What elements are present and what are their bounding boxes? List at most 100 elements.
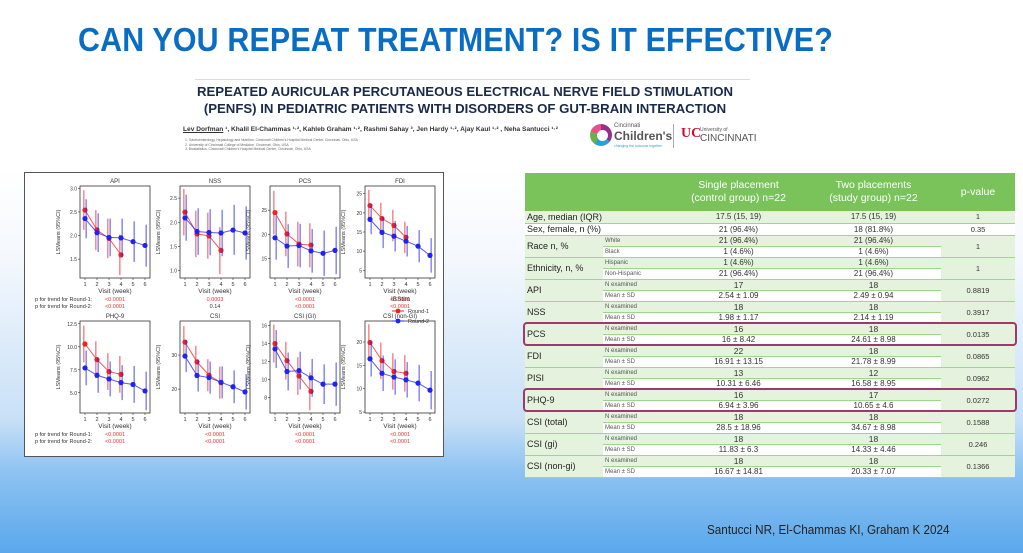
header-study-line2: (study group) n=22 [829,192,918,204]
study-value: 34.67 ± 8.98 [806,422,941,434]
legend-round-2-marker [395,318,401,324]
y-tick-label: 10 [261,378,267,384]
panel-title: NSS [209,179,221,185]
row-variable: FDI [525,345,603,368]
x-tick-label: 5 [131,282,134,288]
round-2-point [308,375,314,381]
y-tick-label: 16 [261,324,267,330]
y-tick-label: 8 [264,396,267,402]
round-1-line [274,343,312,392]
table-row: Age, median (IQR) 17.5 (15, 19) 17.5 (15, … [525,211,1015,224]
round-2-point [284,368,290,375]
table-row: CSI (total) N examined 18 18 0.1588 [525,411,1015,434]
round-2-point [94,372,100,378]
p-trend-round-1: <0.0001 [105,432,125,438]
table-row: Mean ± SD 11.83 ± 6.3 14.33 ± 4.46 [525,444,1015,456]
y-tick-label: 20 [356,340,362,346]
x-tick-label: 1 [83,282,86,288]
y-tick-label: 15 [261,257,267,263]
panel-title: API [110,179,120,185]
x-tick-label: 2 [285,282,288,288]
cc-logo-text: Cincinnati [614,123,641,129]
row-variable: Age, median (IQR) [525,211,671,224]
table-row: Mean ± SD 2.54 ± 1.09 2.49 ± 0.94 [525,290,1015,302]
study-value: 14.33 ± 4.46 [806,444,941,456]
x-tick-label: 1 [83,417,86,423]
row-variable: PHQ-9 [525,389,603,412]
plot-area [269,320,341,414]
poster-title-line-2: (PENFS) IN PEDIATRIC PATIENTS WITH DISOR… [203,101,727,116]
x-tick-label: 2 [195,417,198,423]
round-1-line [274,212,312,246]
p-trend-label-round-2: p for trend for Round-2: [35,304,93,310]
y-tick-label: 10 [356,387,362,393]
round-2-point [367,216,373,222]
x-tick-label: 6 [428,417,431,423]
study-value: 12 [806,367,941,379]
row-variable: NSS [525,301,603,324]
round-2-point [142,242,148,249]
x-tick-label: 3 [392,417,395,423]
round-1-line [184,341,222,384]
institution-logos: Cincinnati Children's changing the outco… [585,120,775,154]
x-axis-label: Visit (week) [198,423,231,430]
control-value: 21 (96.4%) [671,268,806,280]
header-study-line1: Two placements [835,179,912,191]
control-value: 11.83 ± 6.3 [671,444,806,456]
row-sublabel: Mean ± SD [603,334,671,346]
row-sublabel: Black [603,246,671,258]
x-tick-label: 2 [285,417,288,423]
table-row: NSS N examined 18 18 0.3917 [525,301,1015,324]
legend-round-1-marker [395,308,401,314]
control-value: 16 ± 8.42 [671,334,806,346]
x-tick-label: 4 [404,282,407,288]
study-value: 1 (4.6%) [806,246,941,258]
x-tick-label: 5 [416,417,419,423]
round-2-point [118,235,124,241]
p-trend-round-1: <0.0001 [295,297,315,303]
y-axis-label: LSMeans (95%CI) [341,209,347,254]
panel-title: CSI [210,314,220,320]
round-2-point [284,243,290,249]
round-2-point [182,353,188,359]
x-axis-label: Visit (week) [383,423,416,430]
x-tick-label: 6 [143,282,146,288]
poster-title: REPEATED AURICULAR PERCUTANEOUS ELECTRIC… [175,83,755,117]
round-2-point [130,381,136,388]
x-tick-label: 2 [380,282,383,288]
p-trend-round-1: <0.0001 [390,297,410,303]
p-value: 0.0135 [941,323,1015,346]
control-value: 18 [671,455,806,467]
round-2-point [272,346,278,352]
round-2-point [272,235,278,241]
round-2-point [130,239,136,245]
x-tick-label: 4 [219,282,222,288]
round-2-point [296,242,302,249]
p-trend-round-1: 0.0003 [207,297,224,303]
round-2-point [242,230,248,236]
study-value: 21 (96.4%) [806,235,941,247]
round-2-point [242,389,248,395]
study-value: 24.61 ± 8.98 [806,334,941,346]
citation: Santucci NR, El-Chammas KI, Graham K 202… [707,522,950,537]
round-2-point [415,243,421,249]
round-2-point [415,380,421,386]
header-variable [525,173,603,211]
round-2-point [142,388,148,394]
other-authors: ¹, Khalil El-Chammas ¹·², Kahleb Graham … [223,126,558,133]
comparison-table-wrap: Single placement (control group) n=22 Two… [523,173,1017,478]
row-sublabel: Mean ± SD [603,466,671,478]
control-value: 21 (96.4%) [671,235,806,247]
row-variable: PCS [525,323,603,346]
control-value: 22 [671,345,806,357]
study-value: 2.14 ± 1.19 [806,312,941,324]
x-tick-label: 4 [309,417,312,423]
p-value: 0.1588 [941,411,1015,434]
x-tick-label: 1 [368,417,371,423]
study-value: 21.78 ± 8.99 [806,356,941,368]
p-trend-round-2: 0.14 [210,304,221,310]
study-value: 18 [806,301,941,313]
table-row: Black 1 (4.6%) 1 (4.6%) [525,246,1015,258]
study-value: 10.65 ± 4.6 [806,400,941,412]
row-variable: CSI (gi) [525,433,603,456]
